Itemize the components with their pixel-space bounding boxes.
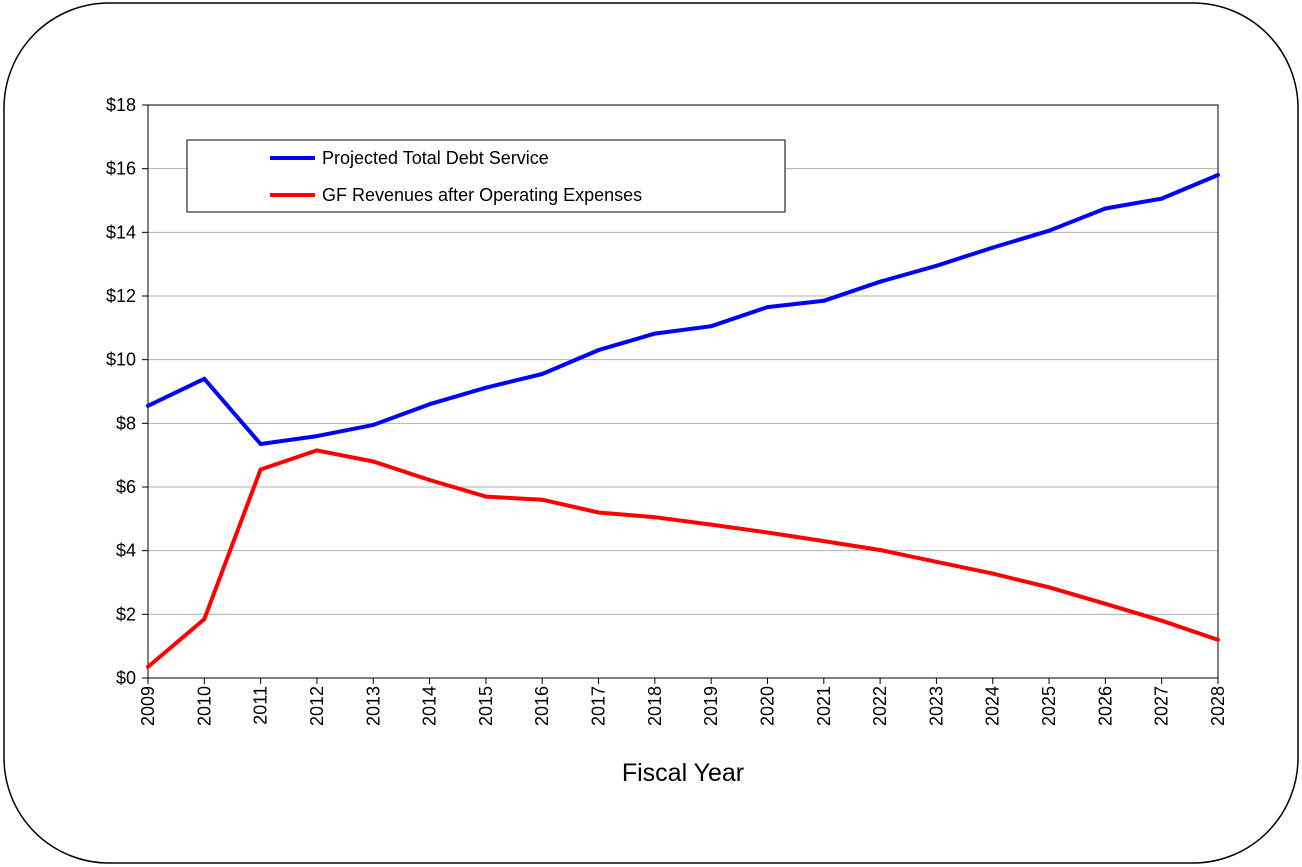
y-tick-label: $2 (116, 604, 136, 624)
x-tick-label: 2019 (701, 686, 721, 726)
x-tick-label: 2021 (814, 686, 834, 726)
x-tick-label: 2022 (870, 686, 890, 726)
data-point (990, 245, 995, 250)
x-tick-label: 2028 (1208, 686, 1228, 726)
x-tick-label: 2016 (532, 686, 552, 726)
data-point (821, 539, 826, 544)
plot-area-border (147, 104, 1219, 679)
data-point (258, 467, 263, 472)
data-point (1216, 637, 1220, 642)
data-point (1103, 206, 1108, 211)
data-point (1103, 601, 1108, 606)
y-tick-label: $10 (106, 350, 136, 370)
series-lines (146, 173, 1220, 669)
x-tick-label: 2020 (757, 686, 777, 726)
data-point (1159, 618, 1164, 623)
data-point (540, 372, 545, 376)
data-point (878, 279, 883, 284)
data-point (202, 617, 207, 622)
data-point (596, 510, 601, 515)
y-tick-label: $6 (116, 477, 136, 497)
data-point (765, 305, 770, 310)
x-tick-label: 2015 (476, 686, 496, 726)
data-point (258, 442, 263, 446)
x-tick-label: 2012 (307, 686, 327, 726)
data-point (652, 515, 657, 520)
y-tick-label: $14 (106, 222, 136, 242)
data-point (371, 422, 376, 427)
series-line-1 (146, 448, 1219, 669)
legend-label-debt-service: Projected Total Debt Service (322, 148, 549, 168)
data-point (314, 434, 319, 439)
y-tick-label: $0 (116, 668, 136, 688)
x-tick-label: 2011 (251, 686, 271, 725)
y-tick-label: $12 (106, 286, 136, 306)
data-point (821, 298, 826, 303)
data-point (427, 402, 432, 407)
x-tick-label: 2013 (363, 686, 383, 726)
data-point (146, 664, 150, 669)
data-point (990, 571, 995, 576)
data-point (371, 459, 376, 464)
data-point (427, 478, 432, 482)
y-axis-ticks: $0 $2 $4 $6 $8 $10 $12 $14 $16 $18 (106, 95, 148, 688)
data-point (878, 548, 883, 552)
data-point (765, 530, 770, 535)
x-tick-label: 2027 (1152, 686, 1172, 726)
x-axis-title: Fiscal Year (622, 759, 744, 787)
data-point (1216, 173, 1220, 177)
data-point (202, 376, 207, 381)
data-point (1047, 228, 1052, 233)
data-point (596, 348, 601, 353)
data-point (709, 324, 714, 329)
x-tick-label: 2025 (1039, 686, 1059, 726)
x-tick-label: 2026 (1095, 686, 1115, 726)
legend: Projected Total Debt Service GF Revenues… (186, 139, 786, 213)
y-tick-label: $8 (116, 413, 136, 433)
y-tick-label: $18 (106, 95, 136, 115)
legend-label-gf-revenues: GF Revenues after Operating Expenses (322, 185, 642, 205)
grid-lines (148, 168, 1218, 615)
data-point (483, 494, 488, 499)
data-point (934, 559, 939, 564)
data-point (934, 263, 939, 268)
rounded-frame (3, 2, 1299, 864)
x-tick-label: 2018 (645, 686, 665, 726)
y-tick-label: $4 (116, 541, 136, 561)
data-point (483, 385, 488, 390)
data-point (146, 403, 150, 408)
data-point (1047, 585, 1052, 590)
x-tick-label: 2010 (194, 686, 214, 726)
data-point (709, 522, 714, 527)
x-axis-ticks: 2009 2010 2011 2012 2013 2014 2015 2016 2017 2018… (138, 678, 1228, 726)
data-point (1159, 196, 1164, 201)
x-tick-label: 2014 (420, 686, 440, 726)
x-tick-label: 2017 (589, 686, 609, 726)
data-point (314, 448, 319, 453)
x-tick-label: 2024 (983, 686, 1003, 726)
x-tick-label: 2009 (138, 686, 158, 726)
legend-box (186, 139, 786, 213)
data-point (540, 497, 545, 502)
data-point (652, 331, 657, 336)
x-tick-label: 2023 (926, 686, 946, 726)
y-tick-label: $16 (106, 159, 136, 179)
series-line-0 (147, 173, 1219, 446)
